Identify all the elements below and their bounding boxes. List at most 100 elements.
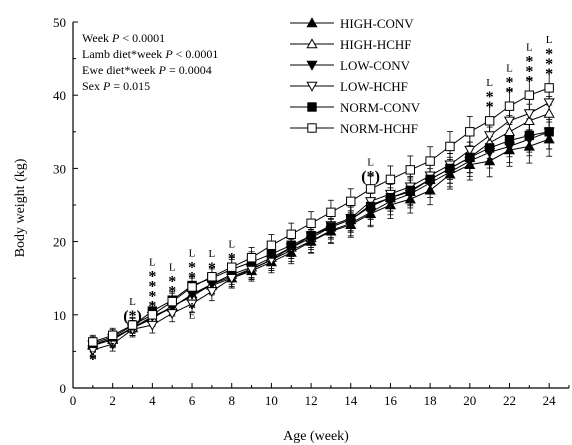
point-norm-hchf [544, 83, 554, 93]
point-norm-hchf [425, 156, 435, 166]
point-low-hchf [503, 116, 516, 127]
point-norm-hchf [127, 320, 138, 330]
legend: HIGH-CONV HIGH-HCHF LOW-CONV LOW-HCHF NORM-C… [290, 16, 421, 136]
annotation-label: * [168, 274, 176, 291]
y-tick-label: 40 [53, 88, 66, 103]
legend-label: HIGH-HCHF [340, 37, 412, 52]
point-norm-hchf [365, 184, 376, 194]
legend-label: NORM-CONV [340, 100, 421, 115]
x-tick-label: 14 [344, 393, 358, 408]
annotation-label: * [148, 288, 156, 305]
significance-annotations: *E *E(*)L ****L**L**L*E*L *L(*)L**L**L***L*… [89, 34, 553, 368]
annotation-label: * [208, 260, 216, 277]
annotation-label: E [89, 350, 96, 362]
point-low-hchf [166, 309, 178, 320]
point-low-hchf [523, 109, 535, 120]
series-line-high-conv [92, 138, 550, 346]
annotation-label: * [109, 341, 117, 358]
stats-line: Ewe diet*week P = 0.0004 [82, 63, 212, 77]
annotation-label: * [525, 74, 533, 91]
point-norm-conv [465, 152, 475, 163]
annotation-label: * [525, 54, 533, 71]
point-norm-conv [385, 192, 396, 203]
point-norm-hchf [266, 240, 277, 250]
point-norm-conv [286, 240, 296, 250]
point-low-hchf [543, 98, 555, 109]
y-tick-label: 30 [53, 161, 66, 176]
point-norm-conv [365, 201, 376, 212]
point-high-hchf [523, 115, 535, 126]
point-norm-hchf [326, 207, 336, 218]
series-line-low-conv [92, 131, 550, 346]
x-tick-label: 20 [463, 393, 476, 408]
point-norm-hchf [107, 330, 118, 340]
y-axis-label: Body weight (kg) [13, 158, 28, 257]
annotation-label: L [506, 63, 513, 75]
x-tick-label: 0 [70, 393, 77, 408]
annotation-label: * [188, 300, 196, 317]
x-axis-label: Age (week) [283, 429, 349, 444]
x-tick-label: 2 [109, 393, 116, 408]
point-norm-hchf [187, 282, 197, 292]
point-norm-conv [484, 143, 495, 153]
point-norm-hchf [465, 127, 475, 137]
annotation-label: * [505, 75, 513, 92]
stats-line: Lamb diet*week P < 0.0001 [82, 47, 218, 61]
point-norm-hchf [306, 218, 316, 229]
point-norm-conv [306, 231, 316, 241]
x-tick-label: 12 [305, 393, 318, 408]
annotation-label: * [545, 66, 553, 83]
annotation-label: L [129, 296, 136, 308]
annotation-label: * [168, 284, 176, 301]
point-high-hchf [543, 107, 555, 118]
point-norm-conv [405, 185, 415, 196]
point-norm-conv [326, 222, 336, 232]
point-norm-hchf [524, 90, 535, 100]
point-low-hchf [146, 320, 158, 331]
y-tick-label: 0 [60, 381, 67, 396]
point-norm-hchf [484, 116, 495, 126]
point-norm-conv [524, 130, 535, 141]
y-tick-label: 50 [53, 15, 66, 30]
annotation-label: * [228, 251, 236, 268]
x-tick-label: 8 [228, 393, 235, 408]
point-low-hchf [464, 145, 476, 156]
point-norm-hchf [147, 310, 158, 320]
x-tick-label: 16 [384, 393, 398, 408]
annotation-label: * [486, 89, 494, 106]
legend-marker [306, 17, 318, 28]
point-norm-hchf [246, 253, 257, 263]
point-low-hchf [186, 299, 198, 310]
legend-marker [306, 81, 318, 92]
x-tick-label: 24 [543, 393, 557, 408]
point-norm-hchf [405, 165, 415, 175]
point-norm-conv [445, 163, 455, 174]
point-norm-hchf [385, 174, 396, 185]
x-tick-label: 10 [265, 393, 278, 408]
annotation-label: * [148, 298, 156, 315]
y-tick-label: 10 [53, 308, 66, 323]
stats-line: Sex P = 0.015 [82, 79, 150, 93]
x-tick-label: 4 [149, 393, 156, 408]
x-tick-label: 18 [424, 393, 437, 408]
point-norm-conv [346, 214, 356, 225]
annotation-label: * [89, 352, 97, 369]
point-norm-hchf [207, 272, 217, 282]
legend-marker [306, 38, 318, 49]
annotation-label: L [546, 34, 553, 46]
annotation-label: L [486, 77, 493, 89]
point-high-conv [543, 133, 555, 144]
legend-marker [307, 102, 317, 112]
series-line-high-hchf [92, 113, 550, 346]
point-low-hchf [226, 274, 238, 284]
annotation-label: (*) [123, 308, 142, 325]
point-norm-hchf [227, 262, 237, 272]
point-high-conv [523, 140, 535, 151]
point-norm-conv [544, 127, 554, 137]
annotation-label: * [148, 278, 156, 295]
point-high-hchf [503, 126, 516, 136]
annotation-label: L [149, 256, 156, 268]
annotation-label: * [525, 64, 533, 81]
point-norm-conv [504, 135, 515, 146]
